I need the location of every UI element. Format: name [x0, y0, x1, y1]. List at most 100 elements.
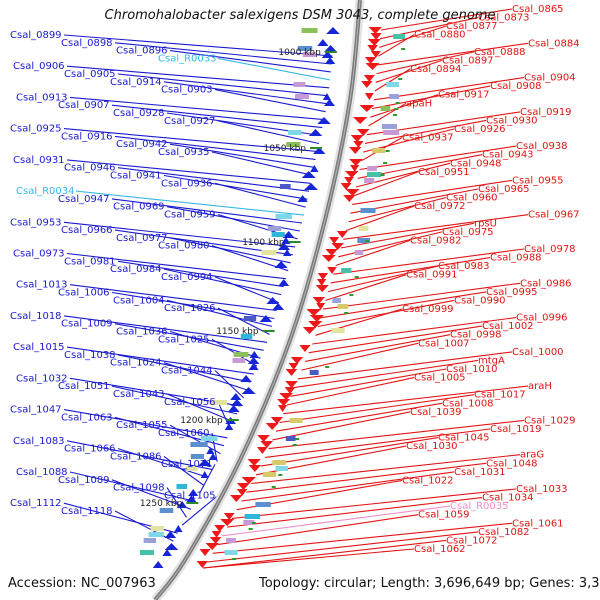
left-gene-label[interactable]: Csal_1043 — [113, 389, 165, 400]
right-gene-label[interactable]: Csal_0904 — [524, 73, 576, 84]
left-gene-label[interactable]: Csal_1056 — [164, 397, 216, 408]
left-gene-label[interactable]: Csal_0928 — [113, 108, 165, 119]
right-gene-label[interactable]: Csal_0967 — [528, 210, 580, 221]
right-gene-label[interactable]: Csal_0988 — [490, 253, 542, 264]
left-gene-label[interactable]: Csal_0981 — [64, 256, 116, 267]
left-gene-label[interactable]: Csal_R0033 — [158, 53, 217, 64]
right-gene-label[interactable]: Csal_0873 — [478, 13, 530, 24]
left-gene-label[interactable]: Csal_0946 — [64, 163, 116, 174]
left-gene-label[interactable]: Csal_R0034 — [16, 186, 75, 197]
right-gene-label[interactable]: Csal_1045 — [438, 433, 490, 444]
right-gene-label[interactable]: mtgA — [478, 355, 505, 366]
right-gene-label[interactable]: Csal_1034 — [482, 493, 534, 504]
right-gene-label[interactable]: Csal_1017 — [474, 390, 526, 401]
right-gene-label[interactable]: Csal_0998 — [450, 330, 502, 341]
left-gene-label[interactable]: Csal_0927 — [164, 116, 216, 127]
left-gene-label[interactable]: Csal_1047 — [10, 405, 62, 416]
left-gene-label[interactable]: Csal_0931 — [13, 155, 65, 166]
right-gene-label[interactable]: Csal_0965 — [478, 184, 530, 195]
left-gene-label[interactable]: Csal_1015 — [13, 342, 65, 353]
right-gene-label[interactable]: Csal_0894 — [410, 64, 462, 75]
left-gene-label[interactable]: Csal_0903 — [161, 85, 213, 96]
left-gene-label[interactable]: Csal_1006 — [58, 288, 110, 299]
right-gene-label[interactable]: Csal_0972 — [414, 201, 466, 212]
right-gene-label[interactable]: Csal_1062 — [414, 544, 466, 555]
left-gene-label[interactable]: Csal_1098 — [113, 483, 165, 494]
right-gene-label[interactable]: Csal_1007 — [418, 338, 470, 349]
right-gene-label[interactable]: Csal_1005 — [414, 373, 466, 384]
left-gene-label[interactable]: Csal_0969 — [113, 202, 165, 213]
left-gene-label[interactable]: Csal_0914 — [110, 77, 162, 88]
left-gene-label[interactable]: Csal_1009 — [61, 319, 113, 330]
left-gene-label[interactable]: Csal_0994 — [161, 272, 213, 283]
right-gene-label[interactable]: Csal_1002 — [482, 321, 534, 332]
right-gene-label[interactable]: Csal_0996 — [516, 313, 568, 324]
left-gene-label[interactable]: Csal_0898 — [61, 38, 113, 49]
left-gene-label[interactable]: Csal_0907 — [58, 100, 110, 111]
left-gene-label[interactable]: Csal_1051 — [58, 381, 110, 392]
right-gene-label[interactable]: Csal_0937 — [402, 133, 454, 144]
left-gene-label[interactable]: Csal_1036 — [116, 327, 168, 338]
right-gene-label[interactable]: Csal_1008 — [442, 398, 494, 409]
right-gene-label[interactable]: Csal_1059 — [418, 510, 470, 521]
right-gene-label[interactable]: Csal_0884 — [528, 38, 580, 49]
left-gene-label[interactable]: Csal_1038 — [64, 350, 116, 361]
right-gene-label[interactable]: Csal_R0035 — [450, 501, 509, 512]
right-gene-label[interactable]: Csal_0983 — [438, 261, 490, 272]
left-gene-label[interactable]: Csal_1044 — [161, 366, 213, 377]
right-gene-label[interactable]: araH — [528, 381, 552, 392]
left-gene-label[interactable]: Csal_0935 — [158, 147, 210, 158]
right-gene-label[interactable]: Csal_1031 — [454, 467, 506, 478]
left-gene-label[interactable]: Csal_0925 — [10, 124, 62, 135]
left-gene-label[interactable]: Csal_1026 — [164, 303, 216, 314]
left-gene-label[interactable]: Csal_1032 — [16, 373, 68, 384]
right-gene-label[interactable]: Csal_1072 — [446, 535, 498, 546]
left-gene-label[interactable]: Csal_0966 — [61, 225, 113, 236]
right-gene-label[interactable]: Csal_1000 — [512, 347, 564, 358]
left-gene-label[interactable]: Csal_1004 — [113, 295, 165, 306]
right-gene-label[interactable]: Csal_0975 — [442, 227, 494, 238]
right-gene-label[interactable]: Csal_0990 — [454, 295, 506, 306]
left-gene-label[interactable]: Csal_0906 — [13, 61, 65, 72]
left-gene-label[interactable]: Csal_1071 — [161, 459, 213, 470]
left-gene-label[interactable]: Csal_0942 — [116, 139, 168, 150]
right-gene-label[interactable]: Csal_0930 — [486, 115, 538, 126]
right-gene-label[interactable]: Csal_1082 — [478, 527, 530, 538]
left-gene-label[interactable]: Csal_0916 — [61, 131, 113, 142]
left-gene-label[interactable]: Csal_1089 — [58, 475, 110, 486]
left-gene-label[interactable]: Csal_0936 — [161, 178, 213, 189]
left-gene-label[interactable]: Csal_0905 — [64, 69, 116, 80]
right-gene-label[interactable]: Csal_1033 — [516, 484, 568, 495]
right-gene-label[interactable]: Csal_0926 — [454, 124, 506, 135]
left-gene-label[interactable]: Csal_1066 — [64, 444, 116, 455]
right-gene-label[interactable]: Csal_0995 — [486, 287, 538, 298]
left-gene-label[interactable]: Csal_1024 — [110, 358, 162, 369]
left-gene-label[interactable]: Csal_0980 — [158, 241, 210, 252]
left-gene-label[interactable]: Csal_1018 — [10, 311, 62, 322]
left-gene-label[interactable]: Csal_1055 — [116, 420, 168, 431]
right-gene-label[interactable]: Csal_0865 — [512, 4, 564, 15]
right-gene-label[interactable]: Csal_0955 — [512, 175, 564, 186]
right-gene-label[interactable]: apaH — [406, 98, 432, 109]
right-gene-label[interactable]: Csal_0919 — [520, 107, 572, 118]
left-gene-label[interactable]: Csal_1105 — [164, 490, 216, 501]
left-gene-label[interactable]: Csal_0899 — [10, 30, 62, 41]
right-gene-label[interactable]: Csal_0880 — [414, 30, 466, 41]
right-gene-label[interactable]: Csal_1019 — [490, 424, 542, 435]
right-gene-label[interactable]: Csal_0951 — [418, 167, 470, 178]
right-gene-label[interactable]: Csal_0960 — [446, 193, 498, 204]
left-gene-label[interactable]: Csal_1063 — [61, 412, 113, 423]
left-gene-label[interactable]: Csal_1013 — [16, 280, 68, 291]
left-gene-label[interactable]: Csal_1086 — [110, 451, 162, 462]
right-gene-label[interactable]: Csal_0948 — [450, 158, 502, 169]
left-gene-label[interactable]: Csal_0941 — [110, 171, 162, 182]
left-gene-label[interactable]: Csal_0984 — [110, 264, 162, 275]
right-gene-label[interactable]: Csal_0982 — [410, 235, 462, 246]
left-gene-label[interactable]: Csal_0959 — [164, 210, 216, 221]
right-gene-label[interactable]: Csal_0917 — [438, 90, 490, 101]
right-gene-label[interactable]: Csal_1010 — [446, 364, 498, 375]
right-gene-label[interactable]: Csal_1061 — [512, 518, 564, 529]
right-gene-label[interactable]: Csal_1029 — [524, 415, 576, 426]
left-gene-label[interactable]: Csal_0947 — [58, 194, 110, 205]
left-gene-label[interactable]: Csal_0896 — [116, 46, 168, 57]
